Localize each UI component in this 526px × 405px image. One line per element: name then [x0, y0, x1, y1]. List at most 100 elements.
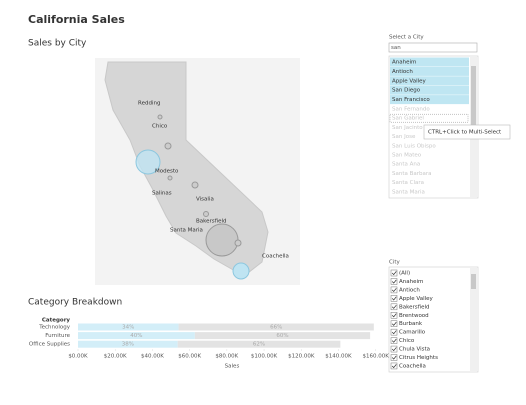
value-label: 66%: [270, 325, 282, 331]
scrollbar[interactable]: [470, 268, 477, 371]
filter-item[interactable]: Brentwood: [399, 313, 429, 319]
checkmark: [391, 364, 397, 369]
city-label: Modesto: [155, 169, 179, 175]
checkbox[interactable]: [390, 337, 398, 344]
filter-item[interactable]: Chico: [399, 338, 415, 344]
city-circle: [234, 239, 242, 247]
filter-item[interactable]: Chula Vista: [399, 347, 430, 353]
checkbox[interactable]: [390, 303, 398, 311]
list-item[interactable]: San Gabriel: [392, 116, 424, 122]
value-label: 40%: [130, 333, 142, 339]
list-item-highlight[interactable]: [390, 57, 469, 67]
list-item[interactable]: Santa Maria: [392, 189, 425, 195]
bar-segment: [78, 340, 178, 348]
value-label: 60%: [276, 333, 288, 339]
list-item-highlight[interactable]: [390, 95, 469, 105]
list-item[interactable]: Antioch: [392, 69, 413, 75]
checkbox[interactable]: [390, 295, 398, 302]
tooltip-box: [423, 124, 511, 140]
checkbox[interactable]: [390, 354, 398, 361]
filter-item[interactable]: (All): [399, 271, 410, 277]
list-item-focus[interactable]: [389, 113, 469, 123]
city-label: Coachella: [262, 254, 289, 260]
list-item-highlight[interactable]: [390, 85, 469, 95]
city-circle: [135, 149, 161, 175]
checkbox[interactable]: [390, 286, 398, 294]
list-item[interactable]: Santa Ana: [392, 162, 420, 168]
filter-item[interactable]: Anaheim: [399, 279, 423, 285]
filter-item[interactable]: Apple Valley: [399, 296, 434, 302]
filter-item[interactable]: Camarillo: [399, 330, 426, 336]
bar-segment: [177, 340, 341, 348]
checkmark: [391, 304, 397, 309]
scroll-thumb[interactable]: [471, 66, 476, 126]
city-circle: [232, 262, 250, 280]
checkmark: [391, 347, 397, 352]
checkbox[interactable]: [390, 362, 398, 370]
list-item[interactable]: San Francisco: [392, 97, 430, 103]
list-item[interactable]: San Mateo: [392, 153, 422, 159]
map-title: Sales by City: [28, 39, 87, 49]
city-circle: [157, 114, 163, 120]
filter-item[interactable]: Burbank: [399, 321, 423, 327]
checkbox[interactable]: [390, 269, 398, 277]
list-item-highlight[interactable]: [390, 66, 469, 76]
checkmark: [391, 338, 397, 343]
map: Redding Chico Modesto Salinas Visalia Ba…: [95, 58, 300, 285]
checkmark: [391, 288, 397, 293]
value-label: 34%: [122, 325, 134, 331]
checkbox[interactable]: [390, 320, 398, 327]
x-tick-label: $80.00K: [215, 354, 238, 360]
filter-item[interactable]: Antioch: [399, 287, 420, 293]
city-label: Bakersfield: [196, 219, 227, 225]
checkbox[interactable]: [390, 312, 398, 319]
checkmark: [391, 321, 397, 326]
x-tick-label: $40.00K: [141, 354, 164, 360]
filter-item[interactable]: Bakersfield: [399, 304, 430, 310]
checkmark: [391, 279, 397, 284]
x-tick-label: $20.00K: [104, 354, 127, 360]
bar-segment: [78, 323, 179, 331]
city-circle: [205, 223, 239, 257]
checkmark: [391, 330, 397, 335]
search-box[interactable]: [388, 42, 478, 53]
checkbox[interactable]: [390, 278, 398, 285]
checkmark: [391, 296, 397, 301]
city-label: Redding: [138, 101, 160, 107]
filter-box: [388, 266, 479, 373]
scroll-thumb[interactable]: [471, 274, 476, 289]
list-item[interactable]: San Luis Obispo: [392, 143, 436, 149]
filter-item[interactable]: Coachella: [399, 363, 426, 369]
search-text: san: [391, 45, 401, 51]
dashboard-title: California Sales: [28, 13, 125, 26]
x-tick-label: $120.00K: [288, 354, 315, 360]
x-tick-label: $160.00K: [363, 354, 390, 360]
chart-title: Category Breakdown: [28, 298, 122, 308]
list-item-highlight[interactable]: [390, 76, 469, 86]
city-label: Santa Maria: [170, 228, 203, 234]
state-shape: [104, 61, 269, 277]
list-item[interactable]: San Jacinto: [392, 125, 423, 131]
list-item[interactable]: San Jose: [392, 134, 416, 140]
bar-segment: [194, 332, 371, 340]
checkbox[interactable]: [390, 345, 398, 353]
y-tick-label: Office Supplies: [29, 342, 70, 348]
checkbox[interactable]: [390, 328, 398, 336]
city-label: Salinas: [152, 191, 172, 197]
selector-label: Select a City: [389, 35, 424, 41]
list-item[interactable]: San Diego: [392, 88, 421, 94]
city-circle: [191, 181, 199, 189]
value-label: 62%: [253, 342, 265, 348]
city-circle: [167, 175, 173, 181]
filter-item[interactable]: Citrus Heights: [399, 355, 438, 361]
list-item[interactable]: Anaheim: [392, 60, 416, 66]
city-circle: [203, 211, 209, 217]
tooltip-text: CTRL+Click to Multi-Select: [428, 130, 502, 136]
checkmark: [391, 355, 397, 360]
list-item[interactable]: Apple Valley: [392, 78, 427, 84]
list-item[interactable]: Santa Clara: [392, 180, 424, 186]
list-item[interactable]: San Fernando: [392, 107, 430, 113]
list-item[interactable]: Santa Barbara: [392, 171, 432, 177]
x-tick-label: $0.00K: [68, 354, 88, 360]
x-tick-label: $100.00K: [251, 354, 278, 360]
